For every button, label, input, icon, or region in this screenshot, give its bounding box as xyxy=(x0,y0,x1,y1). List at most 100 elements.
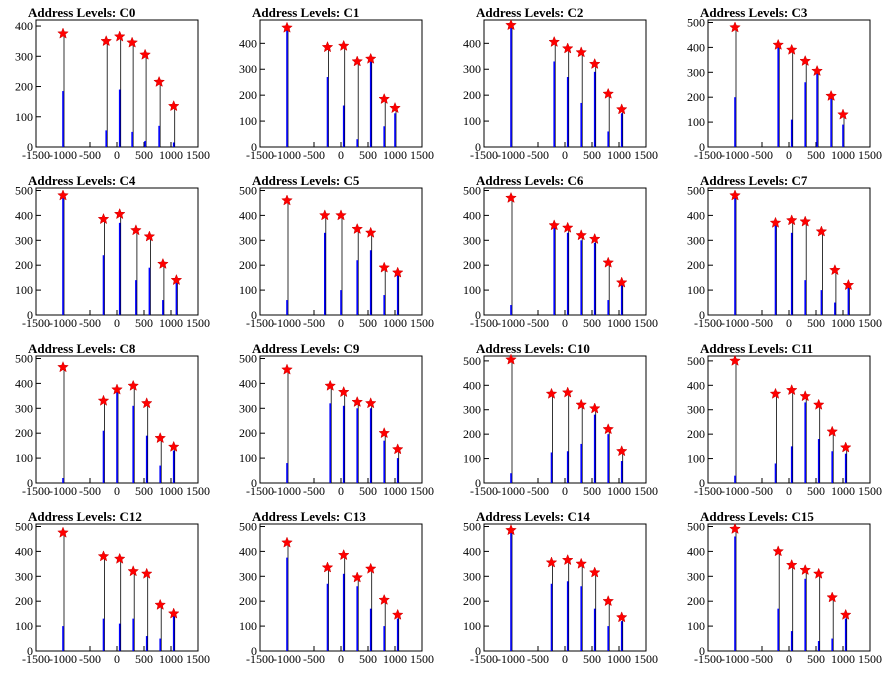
y-tick-label: 0 xyxy=(251,140,257,154)
star-icon xyxy=(97,212,110,225)
x-tick-label: 1500 xyxy=(186,148,210,162)
star-icon xyxy=(842,278,855,291)
star-icon xyxy=(351,395,364,408)
chart-title: Address Levels: C1 xyxy=(252,5,359,20)
x-tick-label: 1500 xyxy=(858,652,882,666)
x-tick-label: 0 xyxy=(786,148,792,162)
x-tick-label: 0 xyxy=(562,316,568,330)
star-icon xyxy=(839,441,852,453)
star-icon xyxy=(364,397,377,409)
y-tick-label: 200 xyxy=(15,258,33,272)
y-tick-label: 300 xyxy=(463,233,481,247)
star-icon xyxy=(391,266,404,278)
star-icon xyxy=(772,38,785,50)
x-tick-label: -1000 xyxy=(273,316,301,330)
y-tick-label: 300 xyxy=(15,401,33,415)
x-tick-label: 500 xyxy=(135,652,153,666)
y-tick-label: 400 xyxy=(463,378,481,392)
star-icon xyxy=(561,553,574,566)
x-tick-label: -500 xyxy=(303,148,325,162)
y-tick-label: 200 xyxy=(15,426,33,440)
x-tick-label: 1000 xyxy=(831,484,855,498)
star-icon xyxy=(281,21,293,33)
star-icon xyxy=(335,209,347,221)
y-tick-label: 500 xyxy=(15,519,33,533)
y-tick-label: 200 xyxy=(463,594,481,608)
y-tick-label: 300 xyxy=(15,233,33,247)
x-tick-label: 1000 xyxy=(607,652,631,666)
star-icon xyxy=(126,36,139,48)
y-tick-label: 500 xyxy=(463,354,481,368)
x-tick-label: -1000 xyxy=(721,148,749,162)
star-icon xyxy=(812,398,825,410)
x-tick-label: 1000 xyxy=(831,316,855,330)
x-tick-label: -1500 xyxy=(694,316,722,330)
x-tick-label: 1500 xyxy=(186,484,210,498)
star-icon xyxy=(588,232,601,245)
x-tick-label: -1000 xyxy=(721,316,749,330)
x-tick-label: 1500 xyxy=(410,484,434,498)
star-icon xyxy=(100,35,113,47)
y-tick-label: 0 xyxy=(475,644,481,658)
x-tick-label: -1500 xyxy=(470,484,498,498)
y-tick-label: 100 xyxy=(15,110,33,124)
star-icon xyxy=(143,230,156,242)
star-icon xyxy=(337,548,350,561)
y-tick-label: 300 xyxy=(15,569,33,583)
chart-title: Address Levels: C11 xyxy=(700,341,813,356)
star-icon xyxy=(130,224,142,236)
star-icon xyxy=(729,522,741,534)
star-icon xyxy=(826,591,839,603)
star-icon xyxy=(154,598,167,610)
star-icon xyxy=(769,216,782,228)
star-icon xyxy=(815,225,828,237)
star-icon xyxy=(561,221,574,233)
y-tick-label: 0 xyxy=(699,476,705,490)
x-tick-label: 1000 xyxy=(383,652,407,666)
star-icon xyxy=(364,52,377,64)
y-tick-label: 100 xyxy=(687,115,705,129)
star-icon xyxy=(318,209,331,221)
plot-frame xyxy=(35,187,199,316)
y-tick-label: 500 xyxy=(463,519,481,533)
y-tick-label: 400 xyxy=(239,36,257,50)
star-icon xyxy=(839,608,852,620)
y-tick-label: 400 xyxy=(463,544,481,558)
star-icon xyxy=(337,385,350,398)
y-tick-label: 500 xyxy=(687,183,705,197)
y-tick-label: 300 xyxy=(687,233,705,247)
chart-panel: Address Levels: C2 0 100 200 300 400 -1500 -100… xyxy=(463,5,658,162)
star-icon xyxy=(351,571,364,583)
chart-panel: Address Levels: C0 0 100 200 300 400 -1500 -100… xyxy=(15,5,210,162)
star-icon xyxy=(799,54,812,67)
chart-title: Address Levels: C3 xyxy=(700,5,808,20)
star-icon xyxy=(57,361,69,373)
x-tick-label: 1000 xyxy=(159,148,183,162)
chart-title: Address Levels: C9 xyxy=(252,341,360,356)
x-tick-label: -1500 xyxy=(22,484,50,498)
star-icon xyxy=(324,379,337,391)
y-tick-label: 200 xyxy=(15,594,33,608)
x-tick-label: 500 xyxy=(359,484,377,498)
x-tick-label: 0 xyxy=(114,148,120,162)
x-tick-label: 500 xyxy=(359,148,377,162)
x-tick-label: 0 xyxy=(338,484,344,498)
star-icon xyxy=(575,557,588,569)
star-icon xyxy=(97,550,110,562)
y-tick-label: 400 xyxy=(239,376,257,390)
x-tick-label: -1500 xyxy=(470,652,498,666)
x-tick-label: 0 xyxy=(562,148,568,162)
y-tick-label: 400 xyxy=(687,208,705,222)
plot-frame xyxy=(259,19,423,148)
chart-title: Address Levels: C14 xyxy=(476,509,590,524)
x-tick-label: 500 xyxy=(583,148,601,162)
chart-panel: Address Levels: C15 0 100 200 300 400 500 -1500… xyxy=(687,509,882,666)
x-tick-label: -1500 xyxy=(470,316,498,330)
x-tick-label: -500 xyxy=(79,148,101,162)
y-tick-label: 500 xyxy=(15,351,33,365)
y-tick-label: 100 xyxy=(239,451,257,465)
x-tick-label: -1500 xyxy=(246,316,274,330)
y-tick-label: 500 xyxy=(239,183,257,197)
star-icon xyxy=(799,390,812,402)
x-tick-label: -1000 xyxy=(497,316,525,330)
